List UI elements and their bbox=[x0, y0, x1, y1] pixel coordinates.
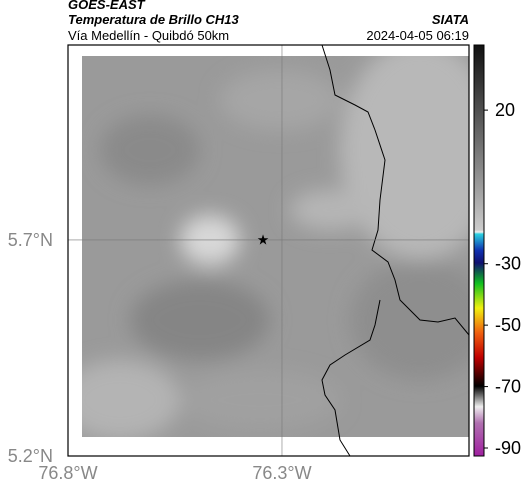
border bbox=[321, 299, 381, 457]
colorbar-tick-label: -90 bbox=[495, 438, 521, 458]
map-frame bbox=[67, 44, 470, 457]
colorbar-tick-label: -30 bbox=[495, 254, 521, 274]
location: Vía Medellín - Quibdó 50km bbox=[68, 28, 229, 43]
location-marker: ★ bbox=[257, 232, 270, 248]
lon-tick-label: 76.3°W bbox=[252, 463, 311, 483]
title: GOES-EAST bbox=[68, 0, 146, 12]
lat-tick-label: 5.2°N bbox=[8, 446, 53, 466]
lat-tick-label: 5.7°N bbox=[8, 230, 53, 250]
satellite-image bbox=[82, 56, 469, 437]
timestamp: 2024-04-05 06:19 bbox=[366, 28, 469, 43]
subtitle: Temperatura de Brillo CH13 bbox=[68, 12, 240, 27]
colorbar-tick-label: -50 bbox=[495, 315, 521, 335]
colorbar-tick-label: -70 bbox=[495, 377, 521, 397]
lon-tick-label: 76.8°W bbox=[38, 463, 97, 483]
colorbar bbox=[473, 44, 485, 457]
source: SIATA bbox=[432, 12, 469, 27]
border bbox=[321, 44, 470, 336]
colorbar-tick-label: 20 bbox=[495, 100, 515, 120]
